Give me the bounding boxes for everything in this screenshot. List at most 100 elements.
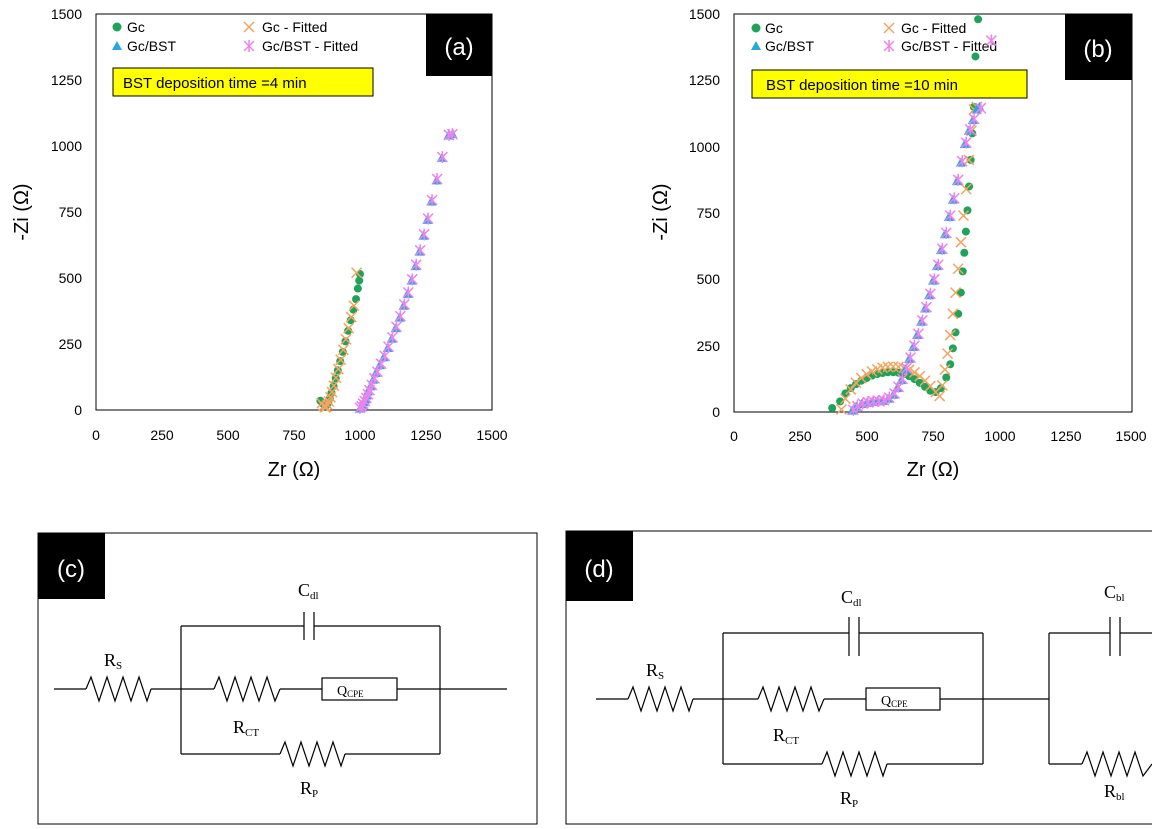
panel-tag-box-a — [426, 14, 492, 76]
data-point-gc-bst-fitted — [394, 310, 406, 323]
data-point-gc-bst-fitted — [936, 242, 948, 255]
data-point-gc-fitted — [839, 393, 851, 405]
legend-label: Gc — [765, 20, 783, 36]
circuit-frame-c — [37, 532, 538, 825]
x-tick-label: 1500 — [1115, 428, 1146, 444]
data-point-gc-fitted — [882, 361, 894, 373]
data-point-gc-fitted — [963, 154, 975, 166]
label-rs: RS — [104, 650, 122, 672]
y-tick-label: 750 — [59, 204, 83, 220]
data-point-gc-bst-fitted — [912, 327, 924, 340]
data-point-gc-bst-fitted — [960, 136, 972, 149]
resistor-rct — [757, 685, 825, 713]
y-tick-label: 1500 — [51, 6, 82, 22]
data-point-gc-fitted — [330, 372, 342, 384]
data-point-gc-fitted — [326, 386, 338, 398]
y-tick-label: 1250 — [51, 72, 82, 88]
data-point-gc-fitted — [934, 390, 946, 402]
x-tick-label: 500 — [855, 428, 879, 444]
data-point-gc-bst-fitted — [896, 372, 909, 385]
data-point-gc-bst-fitted — [964, 123, 976, 136]
data-point-gc-bst-fitted — [422, 212, 434, 225]
circuit-wires-c — [54, 612, 507, 768]
data-point-gc-bst-fitted — [975, 102, 987, 115]
data-point-gc-fitted — [348, 300, 360, 312]
x-axis-label: Zr (Ω) — [268, 459, 321, 481]
data-point-gc — [960, 248, 969, 257]
y-tick-label: 0 — [712, 404, 720, 420]
data-point-gc-fitted — [861, 368, 873, 380]
data-point-gc-bst-fitted — [904, 351, 916, 364]
annotation-text: BST deposition time =4 min — [123, 75, 307, 92]
label-qcpe: QCPE — [337, 684, 364, 699]
annotation-box-a — [112, 67, 374, 97]
label-cdl: Cdl — [298, 580, 319, 602]
panel-tag-box-c — [38, 533, 105, 599]
data-point-gc-bst-fitted — [956, 155, 968, 168]
data-point-gc-bst-fitted — [402, 286, 414, 299]
y-tick-label: 500 — [59, 270, 83, 286]
chart-panel-a: 0 250 500 750 1000 1250 1500 0 250 500 7… — [11, 6, 508, 481]
label-cdl: Cdl — [841, 587, 862, 609]
data-point-gc-bst-fitted — [878, 394, 890, 407]
plot-area-a — [95, 13, 493, 411]
x-tick-label: 1250 — [410, 427, 441, 443]
y-axis-label: -Zi (Ω) — [650, 183, 672, 240]
data-point-gc-bst-fitted — [928, 273, 940, 286]
data-point-gc-bst-fitted — [940, 226, 952, 239]
label-rs: RS — [646, 660, 664, 682]
resistor-rs — [85, 675, 152, 703]
legend-marker-gcbst — [751, 41, 761, 50]
y-tick-label: 1000 — [51, 138, 82, 154]
data-point-gc — [961, 227, 970, 236]
data-point-gc — [828, 404, 837, 413]
data-point-gc-bst-fitted — [426, 194, 438, 207]
data-point-gc — [951, 328, 960, 337]
y-ticks-a: 0 250 500 750 1000 1250 1500 — [51, 6, 82, 418]
data-point-gc-fitted — [340, 333, 352, 345]
data-point-gc-fitted — [957, 210, 970, 222]
data-point-gc — [355, 276, 364, 285]
y-tick-label: 750 — [697, 205, 721, 221]
data-point-gc-bst-fitted — [386, 331, 399, 344]
x-ticks-a: 0 250 500 750 1000 1250 1500 — [92, 427, 508, 443]
chart-panel-b: 0 250 500 750 1000 1250 1500 0 250 500 7… — [650, 6, 1147, 481]
label-cbl: Cbl — [1104, 582, 1125, 604]
data-point-gc-fitted — [835, 403, 847, 415]
resistor-rbl — [1081, 750, 1152, 778]
data-point-gc-fitted — [944, 329, 956, 341]
data-point-gc-bst-fitted — [920, 301, 932, 314]
panel-tag: (a) — [444, 34, 473, 61]
legend-marker-gc — [112, 22, 122, 32]
data-point-gc-bst-fitted — [924, 287, 936, 300]
data-point-gc — [963, 206, 972, 215]
data-point-gc — [974, 15, 983, 24]
panel-tag-box-b — [1065, 14, 1132, 80]
x-tick-label: 0 — [92, 427, 100, 443]
data-point-gc-bst-fitted — [968, 112, 980, 125]
data-point-gc-fitted — [335, 354, 347, 366]
legend-marker-gcbst-fitted — [243, 40, 255, 52]
data-point-gc-bst-fitted — [932, 258, 944, 271]
data-point-gc — [836, 397, 845, 406]
legend-label: Gc/BST — [127, 38, 176, 54]
data-point-gc-bst-fitted — [916, 314, 928, 327]
label-rct: RCT — [233, 717, 259, 739]
y-ticks-b: 0 250 500 750 1000 1250 1500 — [689, 6, 720, 420]
data-point-gc-fitted — [887, 361, 899, 373]
data-point-gc-fitted — [960, 183, 972, 195]
circuit-panel-d: (d) RS Cdl — [565, 530, 1152, 825]
data-point-gc — [942, 373, 951, 382]
data-point-gc — [338, 347, 347, 356]
data-point-gc — [971, 52, 980, 61]
y-tick-label: 0 — [74, 402, 82, 418]
y-tick-label: 250 — [59, 336, 83, 352]
data-point-gc-bst-fitted — [851, 400, 863, 413]
x-tick-label: 250 — [150, 427, 174, 443]
data-point-gc-bst-fitted — [883, 391, 895, 404]
label-qcpe: QCPE — [881, 694, 908, 709]
label-rp: RP — [840, 788, 858, 810]
data-point-gc-bst-fitted — [418, 228, 430, 241]
y-tick-label: 1500 — [689, 6, 720, 22]
data-point-gc-bst-fitted — [431, 173, 443, 185]
